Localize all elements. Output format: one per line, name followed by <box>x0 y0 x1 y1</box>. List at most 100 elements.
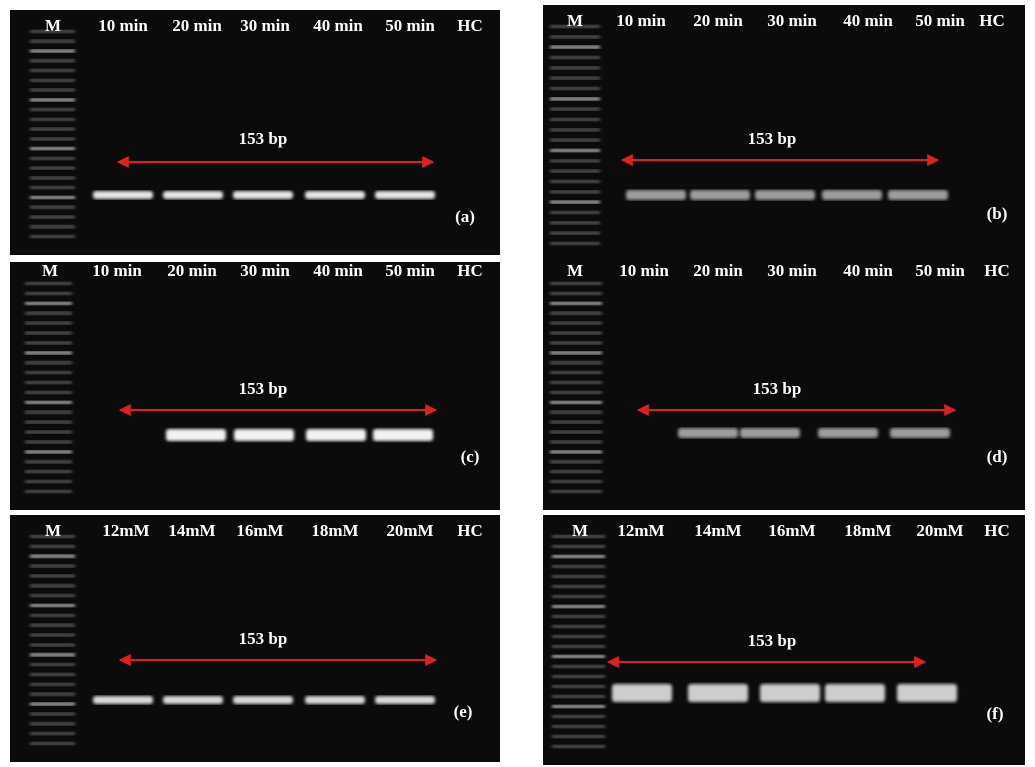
ladder-band <box>30 225 75 228</box>
dna-band <box>166 429 226 441</box>
ladder-band <box>25 351 72 354</box>
lane-label: 50 min <box>915 11 965 30</box>
ladder-band <box>552 655 605 658</box>
ladder-band <box>30 215 75 218</box>
size-label: 153 bp <box>239 629 288 648</box>
ladder-band <box>552 615 605 618</box>
ladder-band <box>550 381 602 384</box>
ladder-band <box>550 221 600 224</box>
ladder-band <box>550 361 602 364</box>
gel-panel: 153 bpM12mM14mM16mM18mM20mMHC(e) <box>10 515 500 762</box>
lane-label: 50 min <box>385 16 435 35</box>
ladder-band <box>30 176 75 179</box>
lane-label: M <box>45 521 61 540</box>
dna-band <box>678 428 738 438</box>
ladder-band <box>550 351 602 354</box>
dna-band <box>740 428 800 438</box>
panel-letter: (c) <box>461 447 480 466</box>
ladder-band <box>25 322 72 325</box>
ladder-band <box>30 186 75 189</box>
dna-band <box>612 684 672 702</box>
lane-label: 20 min <box>172 16 222 35</box>
lane-label: 10 min <box>616 11 666 30</box>
ladder-band <box>550 77 600 80</box>
ladder-band <box>552 675 605 678</box>
lane-label: HC <box>979 11 1005 30</box>
ladder-band <box>550 242 600 245</box>
ladder-band <box>550 332 602 335</box>
ladder-band <box>552 605 605 608</box>
lane-label: 18mM <box>311 521 358 540</box>
ladder-band <box>30 624 75 627</box>
ladder-band <box>30 206 75 209</box>
ladder-band <box>552 545 605 548</box>
lane-label: 20 min <box>693 261 743 280</box>
ladder-band <box>550 87 600 90</box>
ladder-band <box>30 643 75 646</box>
ladder-band <box>550 66 600 69</box>
lane-label: M <box>45 16 61 35</box>
lane-label: 12mM <box>102 521 149 540</box>
dna-band <box>233 191 293 199</box>
dna-band <box>233 696 293 704</box>
dna-band <box>760 684 820 702</box>
ladder-band <box>25 450 72 453</box>
size-label: 153 bp <box>753 379 802 398</box>
dna-band <box>890 428 950 438</box>
ladder-band <box>30 703 75 706</box>
lane-label: 30 min <box>767 261 817 280</box>
ladder-band <box>25 361 72 364</box>
ladder-band <box>25 371 72 374</box>
ladder-band <box>30 157 75 160</box>
ladder-band <box>25 460 72 463</box>
ladder-band <box>550 312 602 315</box>
ladder-band <box>550 440 602 443</box>
ladder-band <box>550 411 602 414</box>
lane-label: M <box>42 261 58 280</box>
lane-label: 16mM <box>236 521 283 540</box>
ladder-band <box>552 625 605 628</box>
ladder-band <box>550 490 602 493</box>
ladder-band <box>25 490 72 493</box>
lane-label: 30 min <box>767 11 817 30</box>
dna-band <box>305 696 365 704</box>
dna-band <box>825 684 885 702</box>
ladder-band <box>552 635 605 638</box>
dna-band <box>93 191 153 199</box>
dna-band <box>818 428 878 438</box>
ladder-band <box>30 732 75 735</box>
ladder-band <box>30 235 75 238</box>
ladder-band <box>30 196 75 199</box>
ladder-band <box>30 673 75 676</box>
lane-label: 18mM <box>844 521 891 540</box>
ladder-band <box>552 725 605 728</box>
ladder-band <box>550 170 600 173</box>
ladder-band <box>552 705 605 708</box>
size-label: 153 bp <box>239 379 288 398</box>
lane-label: HC <box>984 261 1010 280</box>
ladder-band <box>30 663 75 666</box>
ladder-band <box>30 137 75 140</box>
ladder-band <box>550 391 602 394</box>
ladder-band <box>550 159 600 162</box>
ladder-band <box>30 693 75 696</box>
ladder-band <box>552 565 605 568</box>
lane-label: HC <box>984 521 1010 540</box>
lane-label: 30 min <box>240 261 290 280</box>
panel-letter: (b) <box>987 204 1008 223</box>
lane-label: 10 min <box>98 16 148 35</box>
ladder-band <box>25 341 72 344</box>
lane-label: 14mM <box>168 521 215 540</box>
ladder-band <box>25 480 72 483</box>
ladder-band <box>550 431 602 434</box>
ladder-band <box>30 555 75 558</box>
ladder-band <box>550 282 602 285</box>
ladder-band <box>550 139 600 142</box>
ladder-band <box>30 147 75 150</box>
lane-label: 20mM <box>386 521 433 540</box>
ladder-band <box>25 312 72 315</box>
ladder-band <box>552 735 605 738</box>
ladder-band <box>30 79 75 82</box>
lane-label: 30 min <box>240 16 290 35</box>
